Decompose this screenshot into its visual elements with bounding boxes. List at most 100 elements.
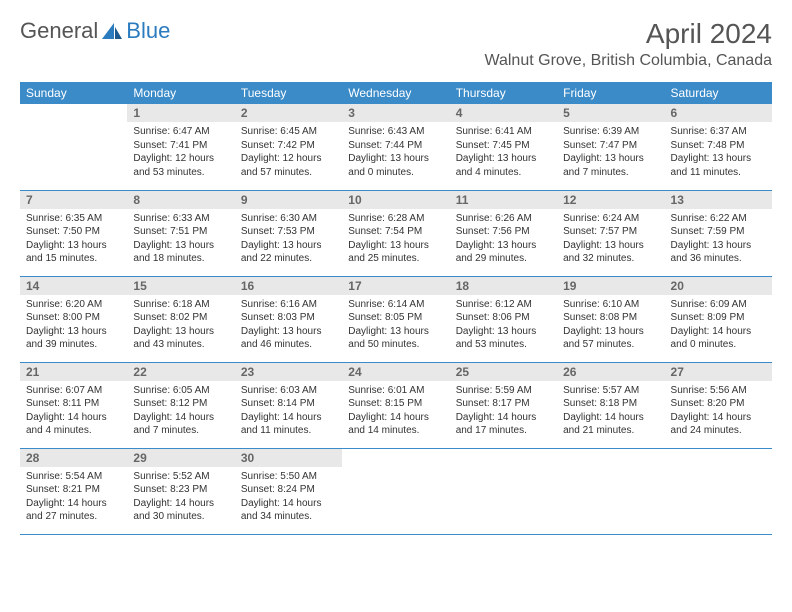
day-content: Sunrise: 6:03 AMSunset: 8:14 PMDaylight:… bbox=[235, 381, 342, 441]
calendar-cell: 13Sunrise: 6:22 AMSunset: 7:59 PMDayligh… bbox=[665, 190, 772, 276]
calendar-cell: 9Sunrise: 6:30 AMSunset: 7:53 PMDaylight… bbox=[235, 190, 342, 276]
day-content: Sunrise: 6:37 AMSunset: 7:48 PMDaylight:… bbox=[665, 122, 772, 182]
weekday-header-row: SundayMondayTuesdayWednesdayThursdayFrid… bbox=[20, 82, 772, 104]
day-content: Sunrise: 5:52 AMSunset: 8:23 PMDaylight:… bbox=[127, 467, 234, 527]
day-content: Sunrise: 6:18 AMSunset: 8:02 PMDaylight:… bbox=[127, 295, 234, 355]
logo-text-2: Blue bbox=[126, 18, 170, 44]
calendar-cell: 7Sunrise: 6:35 AMSunset: 7:50 PMDaylight… bbox=[20, 190, 127, 276]
calendar-cell: 23Sunrise: 6:03 AMSunset: 8:14 PMDayligh… bbox=[235, 362, 342, 448]
calendar-cell: 12Sunrise: 6:24 AMSunset: 7:57 PMDayligh… bbox=[557, 190, 664, 276]
day-content: Sunrise: 5:57 AMSunset: 8:18 PMDaylight:… bbox=[557, 381, 664, 441]
day-content: Sunrise: 6:30 AMSunset: 7:53 PMDaylight:… bbox=[235, 209, 342, 269]
day-number: 3 bbox=[342, 104, 449, 122]
day-number: 23 bbox=[235, 363, 342, 381]
weekday-header: Friday bbox=[557, 82, 664, 104]
calendar-cell: 28Sunrise: 5:54 AMSunset: 8:21 PMDayligh… bbox=[20, 448, 127, 534]
day-number: 2 bbox=[235, 104, 342, 122]
calendar-row: 21Sunrise: 6:07 AMSunset: 8:11 PMDayligh… bbox=[20, 362, 772, 448]
logo: General Blue bbox=[20, 18, 170, 44]
calendar-cell: 30Sunrise: 5:50 AMSunset: 8:24 PMDayligh… bbox=[235, 448, 342, 534]
calendar-table: SundayMondayTuesdayWednesdayThursdayFrid… bbox=[20, 82, 772, 535]
weekday-header: Sunday bbox=[20, 82, 127, 104]
day-number: 16 bbox=[235, 277, 342, 295]
day-content: Sunrise: 5:59 AMSunset: 8:17 PMDaylight:… bbox=[450, 381, 557, 441]
day-number: 4 bbox=[450, 104, 557, 122]
calendar-cell: 8Sunrise: 6:33 AMSunset: 7:51 PMDaylight… bbox=[127, 190, 234, 276]
calendar-cell: 15Sunrise: 6:18 AMSunset: 8:02 PMDayligh… bbox=[127, 276, 234, 362]
location: Walnut Grove, British Columbia, Canada bbox=[484, 52, 772, 70]
calendar-cell: 3Sunrise: 6:43 AMSunset: 7:44 PMDaylight… bbox=[342, 104, 449, 190]
day-number: 14 bbox=[20, 277, 127, 295]
logo-text-1: General bbox=[20, 18, 98, 44]
day-content: Sunrise: 6:10 AMSunset: 8:08 PMDaylight:… bbox=[557, 295, 664, 355]
day-number: 17 bbox=[342, 277, 449, 295]
calendar-row: 28Sunrise: 5:54 AMSunset: 8:21 PMDayligh… bbox=[20, 448, 772, 534]
day-number: 11 bbox=[450, 191, 557, 209]
calendar-cell: 26Sunrise: 5:57 AMSunset: 8:18 PMDayligh… bbox=[557, 362, 664, 448]
day-number: 27 bbox=[665, 363, 772, 381]
day-number: 13 bbox=[665, 191, 772, 209]
day-content: Sunrise: 6:24 AMSunset: 7:57 PMDaylight:… bbox=[557, 209, 664, 269]
calendar-cell: 14Sunrise: 6:20 AMSunset: 8:00 PMDayligh… bbox=[20, 276, 127, 362]
day-number: 22 bbox=[127, 363, 234, 381]
day-content: Sunrise: 5:50 AMSunset: 8:24 PMDaylight:… bbox=[235, 467, 342, 527]
day-content: Sunrise: 5:56 AMSunset: 8:20 PMDaylight:… bbox=[665, 381, 772, 441]
calendar-cell: 27Sunrise: 5:56 AMSunset: 8:20 PMDayligh… bbox=[665, 362, 772, 448]
calendar-cell: 1Sunrise: 6:47 AMSunset: 7:41 PMDaylight… bbox=[127, 104, 234, 190]
weekday-header: Monday bbox=[127, 82, 234, 104]
day-number: 26 bbox=[557, 363, 664, 381]
day-content: Sunrise: 6:22 AMSunset: 7:59 PMDaylight:… bbox=[665, 209, 772, 269]
calendar-cell: 22Sunrise: 6:05 AMSunset: 8:12 PMDayligh… bbox=[127, 362, 234, 448]
calendar-cell bbox=[450, 448, 557, 534]
calendar-cell: 18Sunrise: 6:12 AMSunset: 8:06 PMDayligh… bbox=[450, 276, 557, 362]
calendar-cell: 2Sunrise: 6:45 AMSunset: 7:42 PMDaylight… bbox=[235, 104, 342, 190]
calendar-cell: 19Sunrise: 6:10 AMSunset: 8:08 PMDayligh… bbox=[557, 276, 664, 362]
calendar-cell: 20Sunrise: 6:09 AMSunset: 8:09 PMDayligh… bbox=[665, 276, 772, 362]
calendar-cell: 10Sunrise: 6:28 AMSunset: 7:54 PMDayligh… bbox=[342, 190, 449, 276]
day-content: Sunrise: 6:09 AMSunset: 8:09 PMDaylight:… bbox=[665, 295, 772, 355]
calendar-cell bbox=[342, 448, 449, 534]
calendar-row: 1Sunrise: 6:47 AMSunset: 7:41 PMDaylight… bbox=[20, 104, 772, 190]
day-number: 29 bbox=[127, 449, 234, 467]
calendar-cell bbox=[557, 448, 664, 534]
calendar-cell: 24Sunrise: 6:01 AMSunset: 8:15 PMDayligh… bbox=[342, 362, 449, 448]
calendar-cell: 4Sunrise: 6:41 AMSunset: 7:45 PMDaylight… bbox=[450, 104, 557, 190]
title-block: April 2024 Walnut Grove, British Columbi… bbox=[484, 18, 772, 70]
calendar-row: 14Sunrise: 6:20 AMSunset: 8:00 PMDayligh… bbox=[20, 276, 772, 362]
calendar-cell: 21Sunrise: 6:07 AMSunset: 8:11 PMDayligh… bbox=[20, 362, 127, 448]
day-content: Sunrise: 6:07 AMSunset: 8:11 PMDaylight:… bbox=[20, 381, 127, 441]
day-content: Sunrise: 6:39 AMSunset: 7:47 PMDaylight:… bbox=[557, 122, 664, 182]
calendar-row: 7Sunrise: 6:35 AMSunset: 7:50 PMDaylight… bbox=[20, 190, 772, 276]
day-content: Sunrise: 6:12 AMSunset: 8:06 PMDaylight:… bbox=[450, 295, 557, 355]
weekday-header: Wednesday bbox=[342, 82, 449, 104]
weekday-header: Tuesday bbox=[235, 82, 342, 104]
day-content: Sunrise: 6:20 AMSunset: 8:00 PMDaylight:… bbox=[20, 295, 127, 355]
day-content: Sunrise: 6:33 AMSunset: 7:51 PMDaylight:… bbox=[127, 209, 234, 269]
day-number: 15 bbox=[127, 277, 234, 295]
day-number: 7 bbox=[20, 191, 127, 209]
day-number: 28 bbox=[20, 449, 127, 467]
calendar-cell: 16Sunrise: 6:16 AMSunset: 8:03 PMDayligh… bbox=[235, 276, 342, 362]
weekday-header: Thursday bbox=[450, 82, 557, 104]
day-number: 1 bbox=[127, 104, 234, 122]
day-number: 19 bbox=[557, 277, 664, 295]
calendar-body: 1Sunrise: 6:47 AMSunset: 7:41 PMDaylight… bbox=[20, 104, 772, 534]
month-title: April 2024 bbox=[484, 18, 772, 50]
day-number: 24 bbox=[342, 363, 449, 381]
day-number: 12 bbox=[557, 191, 664, 209]
calendar-cell: 25Sunrise: 5:59 AMSunset: 8:17 PMDayligh… bbox=[450, 362, 557, 448]
day-content: Sunrise: 6:01 AMSunset: 8:15 PMDaylight:… bbox=[342, 381, 449, 441]
day-number: 30 bbox=[235, 449, 342, 467]
day-content: Sunrise: 6:41 AMSunset: 7:45 PMDaylight:… bbox=[450, 122, 557, 182]
calendar-cell: 11Sunrise: 6:26 AMSunset: 7:56 PMDayligh… bbox=[450, 190, 557, 276]
day-number: 8 bbox=[127, 191, 234, 209]
day-number: 10 bbox=[342, 191, 449, 209]
day-number: 18 bbox=[450, 277, 557, 295]
day-number: 9 bbox=[235, 191, 342, 209]
day-content: Sunrise: 6:14 AMSunset: 8:05 PMDaylight:… bbox=[342, 295, 449, 355]
calendar-cell bbox=[20, 104, 127, 190]
calendar-cell: 29Sunrise: 5:52 AMSunset: 8:23 PMDayligh… bbox=[127, 448, 234, 534]
day-content: Sunrise: 6:35 AMSunset: 7:50 PMDaylight:… bbox=[20, 209, 127, 269]
day-content: Sunrise: 6:45 AMSunset: 7:42 PMDaylight:… bbox=[235, 122, 342, 182]
calendar-cell bbox=[665, 448, 772, 534]
